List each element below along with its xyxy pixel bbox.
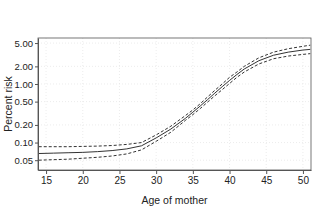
grid-line (38, 160, 311, 161)
y-tick-mark (35, 84, 38, 85)
lines (39, 45, 311, 160)
plot-frame (38, 38, 311, 170)
grid (38, 38, 311, 170)
plot-area: 15 20 25 30 35 40 45 50 0.05 0.10 0.20 0.50 1.00 2.00… (15, 38, 312, 187)
y-tick: 0.10 (15, 137, 39, 148)
x-tick: 15 (41, 170, 53, 186)
series-line (39, 54, 311, 161)
x-tick-mark (46, 170, 47, 174)
y-tick-mark (35, 102, 38, 103)
grid-line (38, 124, 311, 125)
x-tick: 25 (114, 170, 126, 186)
y-tick-mark (35, 125, 38, 126)
x-tick-mark (156, 170, 157, 174)
x-tick: 40 (224, 170, 236, 186)
grid-line (156, 38, 157, 170)
x-tick-label: 35 (188, 175, 200, 186)
grid-line (302, 38, 303, 170)
y-axis-line (38, 39, 39, 171)
x-axis: 15 20 25 30 35 40 45 50 (39, 170, 312, 186)
y-axis-title: Percent risk (2, 76, 14, 132)
x-tick: 20 (78, 170, 90, 186)
x-tick-label: 50 (298, 175, 310, 186)
grid-line (38, 101, 311, 102)
y-tick-label: 0.20 (15, 119, 34, 130)
x-tick-label: 15 (41, 175, 53, 186)
y-tick-mark (35, 43, 38, 44)
x-tick-mark (193, 170, 194, 174)
grid-line (38, 66, 311, 67)
x-tick: 30 (151, 170, 163, 186)
series-line (39, 49, 311, 153)
x-tick-mark (303, 170, 304, 174)
x-tick-label: 30 (151, 175, 163, 186)
y-tick-mark (35, 143, 38, 144)
y-tick: 2.00 (15, 61, 39, 72)
y-tick-label: 1.00 (15, 79, 34, 90)
y-axis: 0.05 0.10 0.20 0.50 1.00 2.00 5.00 (15, 38, 39, 171)
y-tick-label: 5.00 (15, 38, 34, 49)
y-tick-label: 2.00 (15, 61, 34, 72)
grid-line (82, 38, 83, 170)
x-tick: 50 (298, 170, 310, 186)
x-tick-mark (230, 170, 231, 174)
x-tick-label: 20 (78, 175, 90, 186)
x-tick: 35 (188, 170, 200, 186)
grid-line (46, 38, 47, 170)
grid-line (229, 38, 230, 170)
grid-line (38, 142, 311, 143)
y-tick: 0.20 (15, 119, 39, 130)
y-tick: 5.00 (15, 38, 39, 49)
y-tick: 1.00 (15, 79, 39, 90)
x-tick-label: 45 (261, 175, 273, 186)
y-tick-mark (35, 66, 38, 67)
y-tick-label: 0.10 (15, 137, 34, 148)
y-tick-label: 0.05 (15, 155, 34, 166)
y-tick: 0.05 (15, 155, 39, 166)
x-axis-line (39, 170, 312, 171)
grid-line (38, 83, 311, 84)
grid-line (38, 43, 311, 44)
x-axis-title: Age of mother (142, 194, 208, 206)
x-tick: 45 (261, 170, 273, 186)
grid-line (192, 38, 193, 170)
x-tick-mark (83, 170, 84, 174)
chart: 15 20 25 30 35 40 45 50 0.05 0.10 0.20 0.50 1.00 2.00… (0, 0, 330, 212)
x-tick-mark (119, 170, 120, 174)
x-tick-label: 40 (224, 175, 236, 186)
y-tick-label: 0.50 (15, 96, 34, 107)
y-tick-mark (35, 160, 38, 161)
x-tick-label: 25 (114, 175, 126, 186)
y-tick: 0.50 (15, 96, 39, 107)
x-tick-mark (266, 170, 267, 174)
